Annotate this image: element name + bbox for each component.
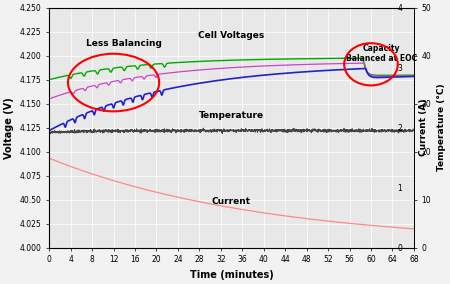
Y-axis label: Current (A): Current (A) xyxy=(419,99,428,156)
Text: Current: Current xyxy=(212,197,251,206)
Text: Temperature: Temperature xyxy=(199,111,264,120)
X-axis label: Time (minutes): Time (minutes) xyxy=(190,270,274,280)
Text: Less Balancing: Less Balancing xyxy=(86,39,162,48)
Text: Capacity
Balanced at EOC: Capacity Balanced at EOC xyxy=(346,44,417,63)
Y-axis label: Voltage (V): Voltage (V) xyxy=(4,97,14,158)
Y-axis label: Temperature (°C): Temperature (°C) xyxy=(437,84,446,172)
Text: Cell Voltages: Cell Voltages xyxy=(198,31,265,40)
